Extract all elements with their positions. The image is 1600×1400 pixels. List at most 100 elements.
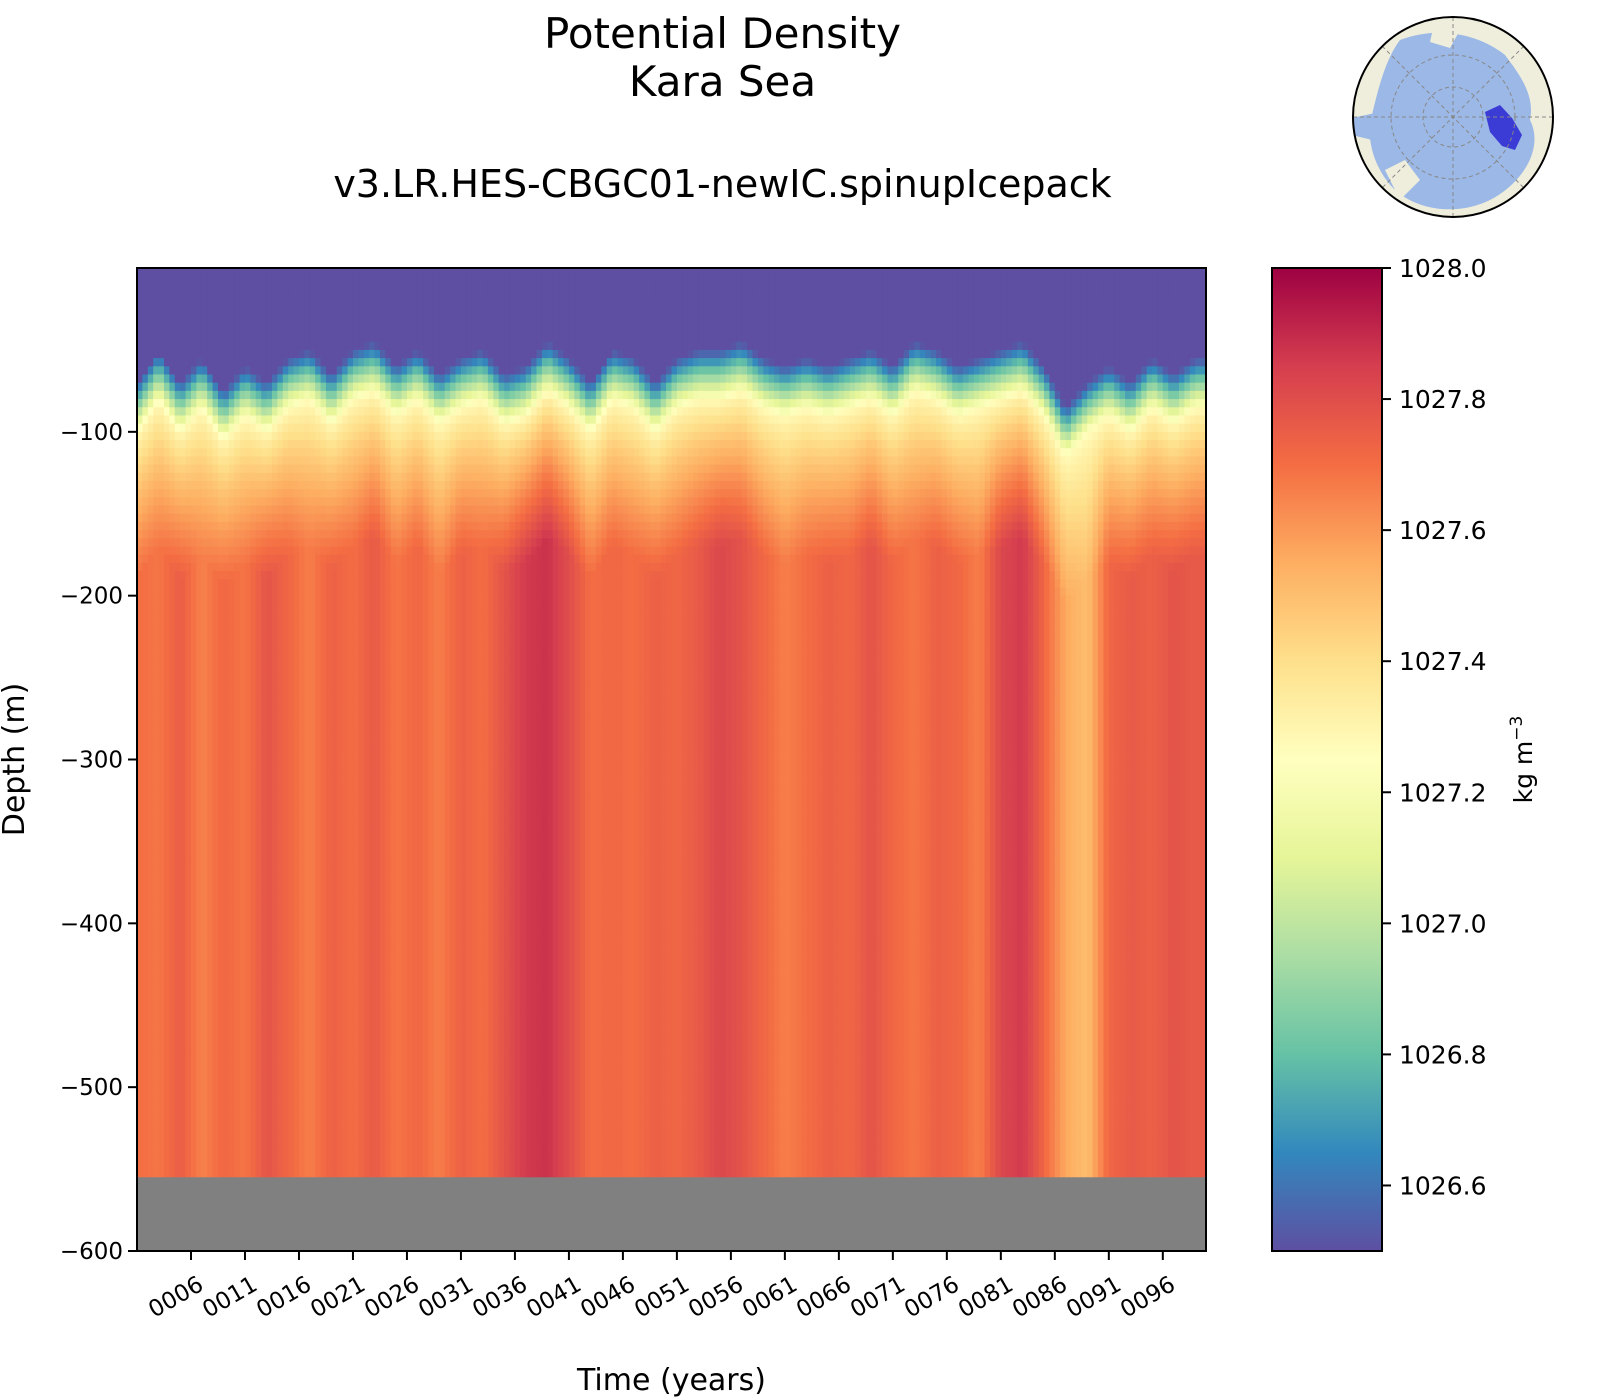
heatmap-cell bbox=[352, 775, 359, 785]
heatmap-cell bbox=[244, 472, 251, 482]
heatmap-cell bbox=[309, 325, 316, 335]
heatmap-cell bbox=[325, 792, 332, 802]
heatmap-cell bbox=[358, 865, 365, 875]
heatmap-cell bbox=[255, 579, 262, 589]
heatmap-cell bbox=[196, 448, 203, 458]
heatmap-cell bbox=[298, 841, 305, 851]
heatmap-cell bbox=[352, 284, 359, 294]
heatmap-cell bbox=[196, 554, 203, 564]
heatmap-cell bbox=[352, 530, 359, 539]
heatmap-cell bbox=[331, 587, 338, 597]
heatmap-cell bbox=[271, 620, 278, 630]
heatmap-cell bbox=[304, 595, 311, 605]
heatmap-cell bbox=[282, 1087, 289, 1096]
heatmap-cell bbox=[315, 1119, 322, 1129]
heatmap-cell bbox=[261, 1095, 268, 1105]
heatmap-cell bbox=[374, 636, 381, 646]
heatmap-cell bbox=[266, 431, 273, 441]
heatmap-cell bbox=[347, 407, 354, 417]
heatmap-cell bbox=[374, 857, 381, 867]
heatmap-cell bbox=[207, 423, 214, 433]
heatmap-cell bbox=[244, 440, 251, 449]
heatmap-cell bbox=[196, 390, 203, 400]
heatmap-cell bbox=[196, 898, 203, 908]
heatmap-cell bbox=[352, 1038, 359, 1047]
heatmap-cell bbox=[217, 325, 224, 335]
heatmap-cell bbox=[298, 325, 305, 335]
heatmap-cell bbox=[185, 669, 192, 679]
heatmap-cell bbox=[331, 644, 338, 654]
heatmap-cell bbox=[336, 1152, 343, 1162]
heatmap-cell bbox=[369, 669, 376, 679]
heatmap-cell bbox=[374, 710, 381, 720]
heatmap-cell bbox=[347, 693, 354, 703]
heatmap-cell bbox=[288, 865, 295, 875]
heatmap-cell bbox=[266, 939, 273, 949]
heatmap-cell bbox=[244, 825, 251, 834]
heatmap-cell bbox=[147, 317, 154, 326]
heatmap-cell bbox=[315, 636, 322, 646]
heatmap-cell bbox=[158, 710, 165, 720]
heatmap-cell bbox=[320, 1021, 327, 1031]
heatmap-cell bbox=[261, 366, 268, 376]
heatmap-cell bbox=[288, 628, 295, 638]
heatmap-cell bbox=[207, 407, 214, 417]
heatmap-cell bbox=[190, 390, 197, 400]
heatmap-cell bbox=[298, 358, 305, 367]
heatmap-cell bbox=[142, 1103, 149, 1113]
heatmap-cell bbox=[298, 1152, 305, 1162]
heatmap-cell bbox=[207, 841, 214, 851]
heatmap-cell bbox=[169, 513, 176, 523]
heatmap-cell bbox=[163, 268, 170, 277]
heatmap-cell bbox=[331, 579, 338, 589]
heatmap-cell bbox=[217, 603, 224, 613]
heatmap-cell bbox=[228, 890, 235, 900]
heatmap-cell bbox=[207, 833, 214, 843]
heatmap-cell bbox=[336, 775, 343, 785]
heatmap-cell bbox=[298, 341, 305, 351]
heatmap-cell bbox=[288, 915, 295, 924]
heatmap-cell bbox=[212, 595, 219, 605]
heatmap-cell bbox=[185, 751, 192, 761]
heatmap-cell bbox=[369, 726, 376, 736]
heatmap-cell bbox=[142, 1144, 149, 1154]
heatmap-cell bbox=[325, 341, 332, 351]
heatmap-cell bbox=[147, 923, 154, 933]
heatmap-cell bbox=[331, 603, 338, 613]
heatmap-cell bbox=[250, 284, 257, 294]
heatmap-cell bbox=[185, 284, 192, 294]
heatmap-cell bbox=[255, 710, 262, 720]
heatmap-cell bbox=[217, 513, 224, 523]
heatmap-cell bbox=[137, 538, 143, 548]
heatmap-cell bbox=[223, 1062, 230, 1072]
heatmap-cell bbox=[201, 874, 208, 883]
heatmap-cell bbox=[325, 669, 332, 679]
heatmap-cell bbox=[169, 497, 176, 507]
heatmap-cell bbox=[320, 464, 327, 474]
heatmap-cell bbox=[266, 1111, 273, 1121]
heatmap-cell bbox=[201, 743, 208, 752]
heatmap-cell bbox=[228, 1119, 235, 1129]
heatmap-cell bbox=[325, 726, 332, 736]
heatmap-cell bbox=[234, 308, 241, 318]
heatmap-cell bbox=[369, 325, 376, 335]
heatmap-cell bbox=[185, 587, 192, 597]
heatmap-cell bbox=[347, 390, 354, 400]
heatmap-cell bbox=[147, 947, 154, 957]
heatmap-cell bbox=[325, 521, 332, 531]
heatmap-cell bbox=[342, 358, 349, 367]
heatmap-cell bbox=[282, 849, 289, 859]
heatmap-cell bbox=[190, 956, 197, 965]
heatmap-cell bbox=[147, 448, 154, 458]
heatmap-cell bbox=[342, 841, 349, 851]
heatmap-cell bbox=[261, 390, 268, 400]
heatmap-cell bbox=[315, 808, 322, 818]
heatmap-cell bbox=[239, 1029, 246, 1039]
heatmap-cell bbox=[207, 497, 214, 507]
heatmap-cell bbox=[261, 268, 268, 277]
heatmap-cell bbox=[158, 538, 165, 548]
heatmap-cell bbox=[158, 1103, 165, 1113]
heatmap-cell bbox=[174, 480, 181, 490]
heatmap-cell bbox=[358, 661, 365, 670]
heatmap-cell bbox=[190, 292, 197, 302]
